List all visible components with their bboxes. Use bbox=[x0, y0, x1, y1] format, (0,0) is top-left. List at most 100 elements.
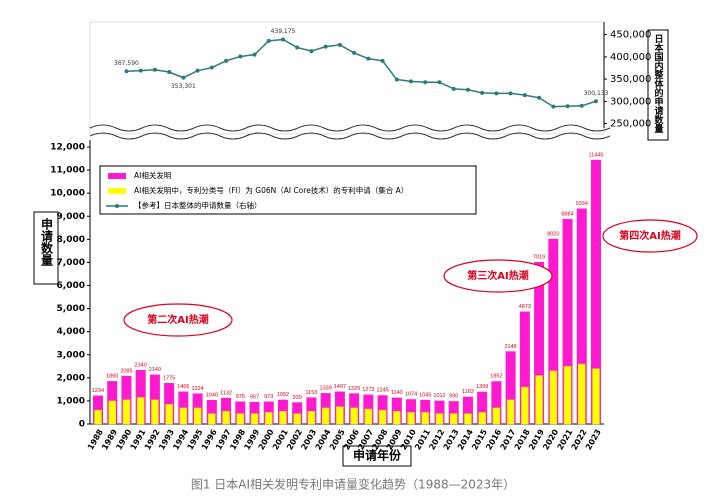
bar bbox=[135, 369, 146, 424]
bar bbox=[420, 399, 431, 424]
line-marker bbox=[494, 91, 499, 96]
bar bbox=[336, 406, 344, 425]
line-marker bbox=[409, 79, 414, 84]
line-marker bbox=[152, 67, 157, 72]
line-marker bbox=[551, 104, 556, 109]
line-marker bbox=[352, 50, 357, 55]
y-tick-label: 2,000 bbox=[57, 373, 85, 383]
value-label: 1339 bbox=[320, 386, 332, 392]
legend-swatch bbox=[108, 188, 126, 194]
value-label: 1074 bbox=[405, 392, 417, 398]
y2-tick-label: 300,000 bbox=[610, 96, 651, 107]
legend-label: AI相关发明 bbox=[134, 170, 171, 180]
bar bbox=[519, 311, 530, 424]
bar bbox=[434, 400, 445, 424]
y-title-box bbox=[33, 211, 59, 285]
x-title: 申请年份 bbox=[353, 448, 402, 463]
line-value-label: 300,133 bbox=[584, 90, 609, 97]
bar bbox=[563, 366, 572, 425]
y-tick-label: 6,000 bbox=[57, 281, 85, 291]
value-label: 11445 bbox=[589, 152, 604, 158]
line-marker bbox=[394, 77, 399, 82]
value-label: 1045 bbox=[419, 392, 431, 398]
bar bbox=[377, 395, 388, 424]
line-marker bbox=[366, 56, 371, 61]
value-label: 1324 bbox=[191, 386, 203, 392]
bar bbox=[236, 413, 245, 425]
line-marker bbox=[323, 44, 328, 49]
value-label: 4873 bbox=[519, 304, 531, 310]
bar bbox=[94, 409, 102, 425]
value-label: 8020 bbox=[547, 231, 559, 237]
bar bbox=[151, 399, 159, 425]
bar bbox=[548, 238, 559, 424]
value-label: 1329 bbox=[348, 386, 360, 392]
line-marker bbox=[380, 58, 385, 63]
bar bbox=[521, 386, 529, 425]
value-label: 1140 bbox=[391, 390, 403, 396]
line-marker bbox=[465, 87, 470, 92]
line-marker bbox=[337, 42, 342, 47]
value-label: 3148 bbox=[505, 344, 517, 350]
line-marker bbox=[295, 45, 300, 50]
bar bbox=[179, 407, 188, 425]
bar bbox=[364, 408, 373, 425]
axis-break bbox=[89, 132, 611, 140]
value-label: 7019 bbox=[533, 254, 545, 260]
line-marker bbox=[423, 80, 428, 85]
value-label: 1012 bbox=[433, 393, 445, 399]
top-panel-frame bbox=[89, 21, 605, 135]
line-marker bbox=[537, 95, 542, 100]
value-label: 990 bbox=[449, 394, 458, 400]
value-label: 1052 bbox=[277, 392, 289, 398]
value-label: 1040 bbox=[206, 392, 218, 398]
y-title: 申请数量 bbox=[40, 217, 54, 266]
legend-swatch bbox=[108, 173, 126, 179]
y2-tick-label: 350,000 bbox=[610, 74, 651, 85]
line-marker bbox=[437, 80, 442, 85]
bar bbox=[208, 413, 216, 425]
bar bbox=[391, 397, 402, 424]
bar bbox=[464, 413, 472, 425]
y-tick-label: 1,000 bbox=[57, 396, 85, 406]
annotation-ellipse bbox=[123, 303, 233, 337]
y-tick-label: 10,000 bbox=[50, 189, 85, 199]
value-label: 1399 bbox=[476, 384, 488, 390]
bar bbox=[350, 407, 358, 425]
bar bbox=[407, 412, 415, 425]
line-marker bbox=[579, 103, 584, 108]
value-label: 1406 bbox=[177, 384, 189, 390]
annotation: 第四次AI热潮 bbox=[619, 229, 680, 242]
bar bbox=[293, 413, 301, 425]
value-label: 957 bbox=[250, 394, 259, 400]
value-label: 1245 bbox=[376, 388, 388, 394]
line-marker bbox=[594, 99, 598, 104]
bar bbox=[206, 399, 217, 424]
value-label: 2085 bbox=[120, 368, 132, 374]
line-marker bbox=[280, 37, 285, 42]
line-value-label: 353,301 bbox=[171, 83, 196, 90]
bar bbox=[221, 397, 232, 424]
bar bbox=[149, 374, 160, 424]
bar bbox=[506, 399, 515, 425]
line-marker bbox=[508, 91, 513, 96]
y-tick-label: 4,000 bbox=[57, 327, 85, 337]
bar bbox=[491, 381, 502, 424]
value-label: 2340 bbox=[135, 362, 147, 368]
line-value-label: 367,590 bbox=[114, 60, 139, 67]
y2-title: 日本国内整体的申请数量 bbox=[653, 34, 665, 134]
y-tick-label: 5,000 bbox=[57, 304, 85, 314]
legend-marker bbox=[115, 204, 119, 208]
value-label: 8884 bbox=[561, 211, 573, 217]
value-label: 1775 bbox=[163, 375, 175, 381]
bar bbox=[549, 370, 558, 425]
bar bbox=[435, 413, 444, 425]
bar bbox=[406, 399, 417, 424]
value-label: 1860 bbox=[106, 374, 118, 380]
y2-tick-label: 450,000 bbox=[610, 30, 651, 41]
line-marker bbox=[181, 75, 186, 80]
bar bbox=[249, 401, 260, 424]
bar bbox=[477, 391, 488, 424]
bar bbox=[306, 397, 317, 424]
